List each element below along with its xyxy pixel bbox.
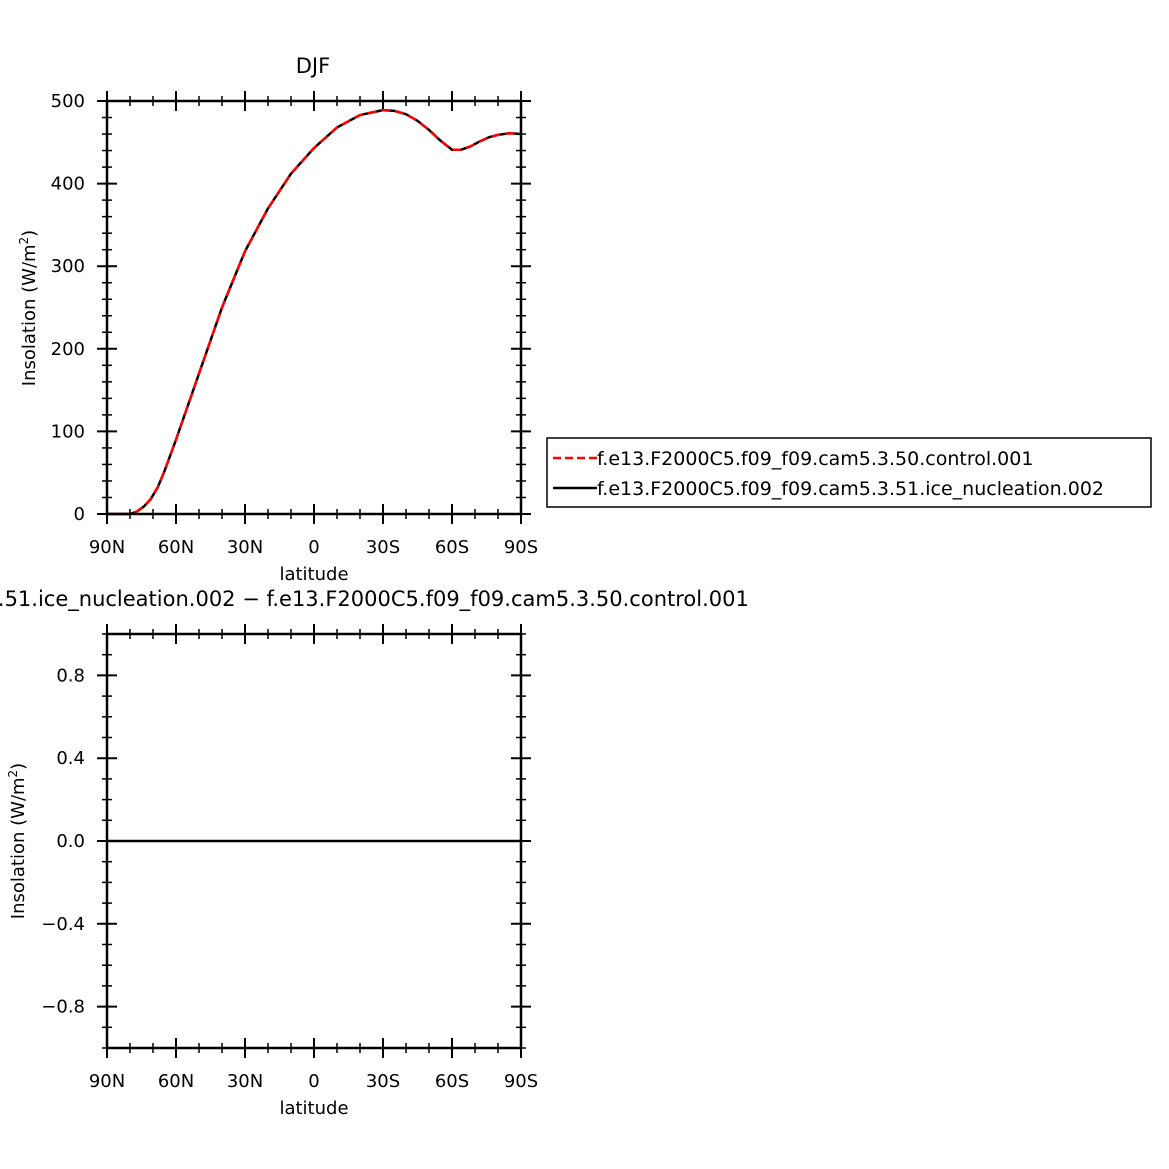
top-y-axis-title: Insolation (W/m2) [17,230,40,386]
bottom-x-tick-label: 90S [504,1071,538,1092]
top-y-tick-label: 0 [74,504,85,525]
bottom-y-tick-label: −0.4 [41,914,85,935]
top-series-layer [107,108,522,516]
top-y-tick-labels: 0 100 200 300 400 500 [51,91,85,525]
bottom-x-tick-label: 30N [227,1071,263,1092]
bottom-y-tick-label: −0.8 [41,997,85,1018]
bottom-y-tick-labels: −0.8 −0.4 0.0 0.4 0.8 [41,665,85,1017]
top-x-tick-label: 30N [227,537,263,558]
legend-label-ice-nucleation: f.e13.F2000C5.f09_f09.cam5.3.51.ice_nucl… [597,478,1104,500]
legend: f.e13.F2000C5.f09_f09.cam5.3.50.control.… [546,437,1152,508]
top-series-line-1 [107,108,522,516]
bottom-x-tick-label: 90N [89,1071,125,1092]
top-x-tick-label: 90N [89,537,125,558]
top-x-tick-label: 60N [158,537,194,558]
bottom-x-tick-label: 60N [158,1071,194,1092]
bottom-plot-title: f.e13.F2000C5.f09_f09.cam5.3.51.ice_nucl… [0,587,749,612]
bottom-panel: f.e13.F2000C5.f09_f09.cam5.3.51.ice_nucl… [0,587,749,1119]
top-x-tick-label: 30S [366,537,400,558]
top-x-tick-label: 60S [435,537,469,558]
bottom-y-tick-label: 0.8 [56,665,85,686]
bottom-x-tick-labels: 90N 60N 30N 0 30S 60S 90S [89,1071,538,1092]
top-y-tick-label: 400 [51,174,85,195]
bottom-y-tick-label: 0.0 [56,831,85,852]
bottom-y-axis-title: Insolation (W/m2) [6,763,29,919]
bottom-x-tick-label: 30S [366,1071,400,1092]
bottom-x-tick-label: 60S [435,1071,469,1092]
top-y-tick-label: 300 [51,256,85,277]
top-plot-frame [105,99,523,516]
top-x-tick-label: 90S [504,537,538,558]
top-x-tick-label: 0 [308,537,319,558]
bottom-plot-area [97,624,531,1058]
bottom-x-tick-label: 0 [308,1071,319,1092]
legend-box [546,437,1152,508]
top-panel: DJF 90N 60N 30N 0 30S 60S 90S 0 100 200 300 400 500… [17,54,538,585]
top-series-line-0 [107,108,522,516]
top-plot-area [97,91,531,524]
top-y-tick-label: 200 [51,339,85,360]
top-y-tick-label: 500 [51,91,85,112]
bottom-x-axis-title: latitude [279,1098,348,1119]
top-x-axis-title: latitude [279,564,348,585]
bottom-y-tick-label: 0.4 [56,748,85,769]
top-x-tick-labels: 90N 60N 30N 0 30S 60S 90S [89,537,538,558]
top-axis-ticks [97,91,531,524]
legend-label-control: f.e13.F2000C5.f09_f09.cam5.3.50.control.… [597,448,1033,470]
bottom-plot-frame [105,632,523,1050]
top-y-tick-label: 100 [51,421,85,442]
top-plot-title: DJF [296,54,330,78]
